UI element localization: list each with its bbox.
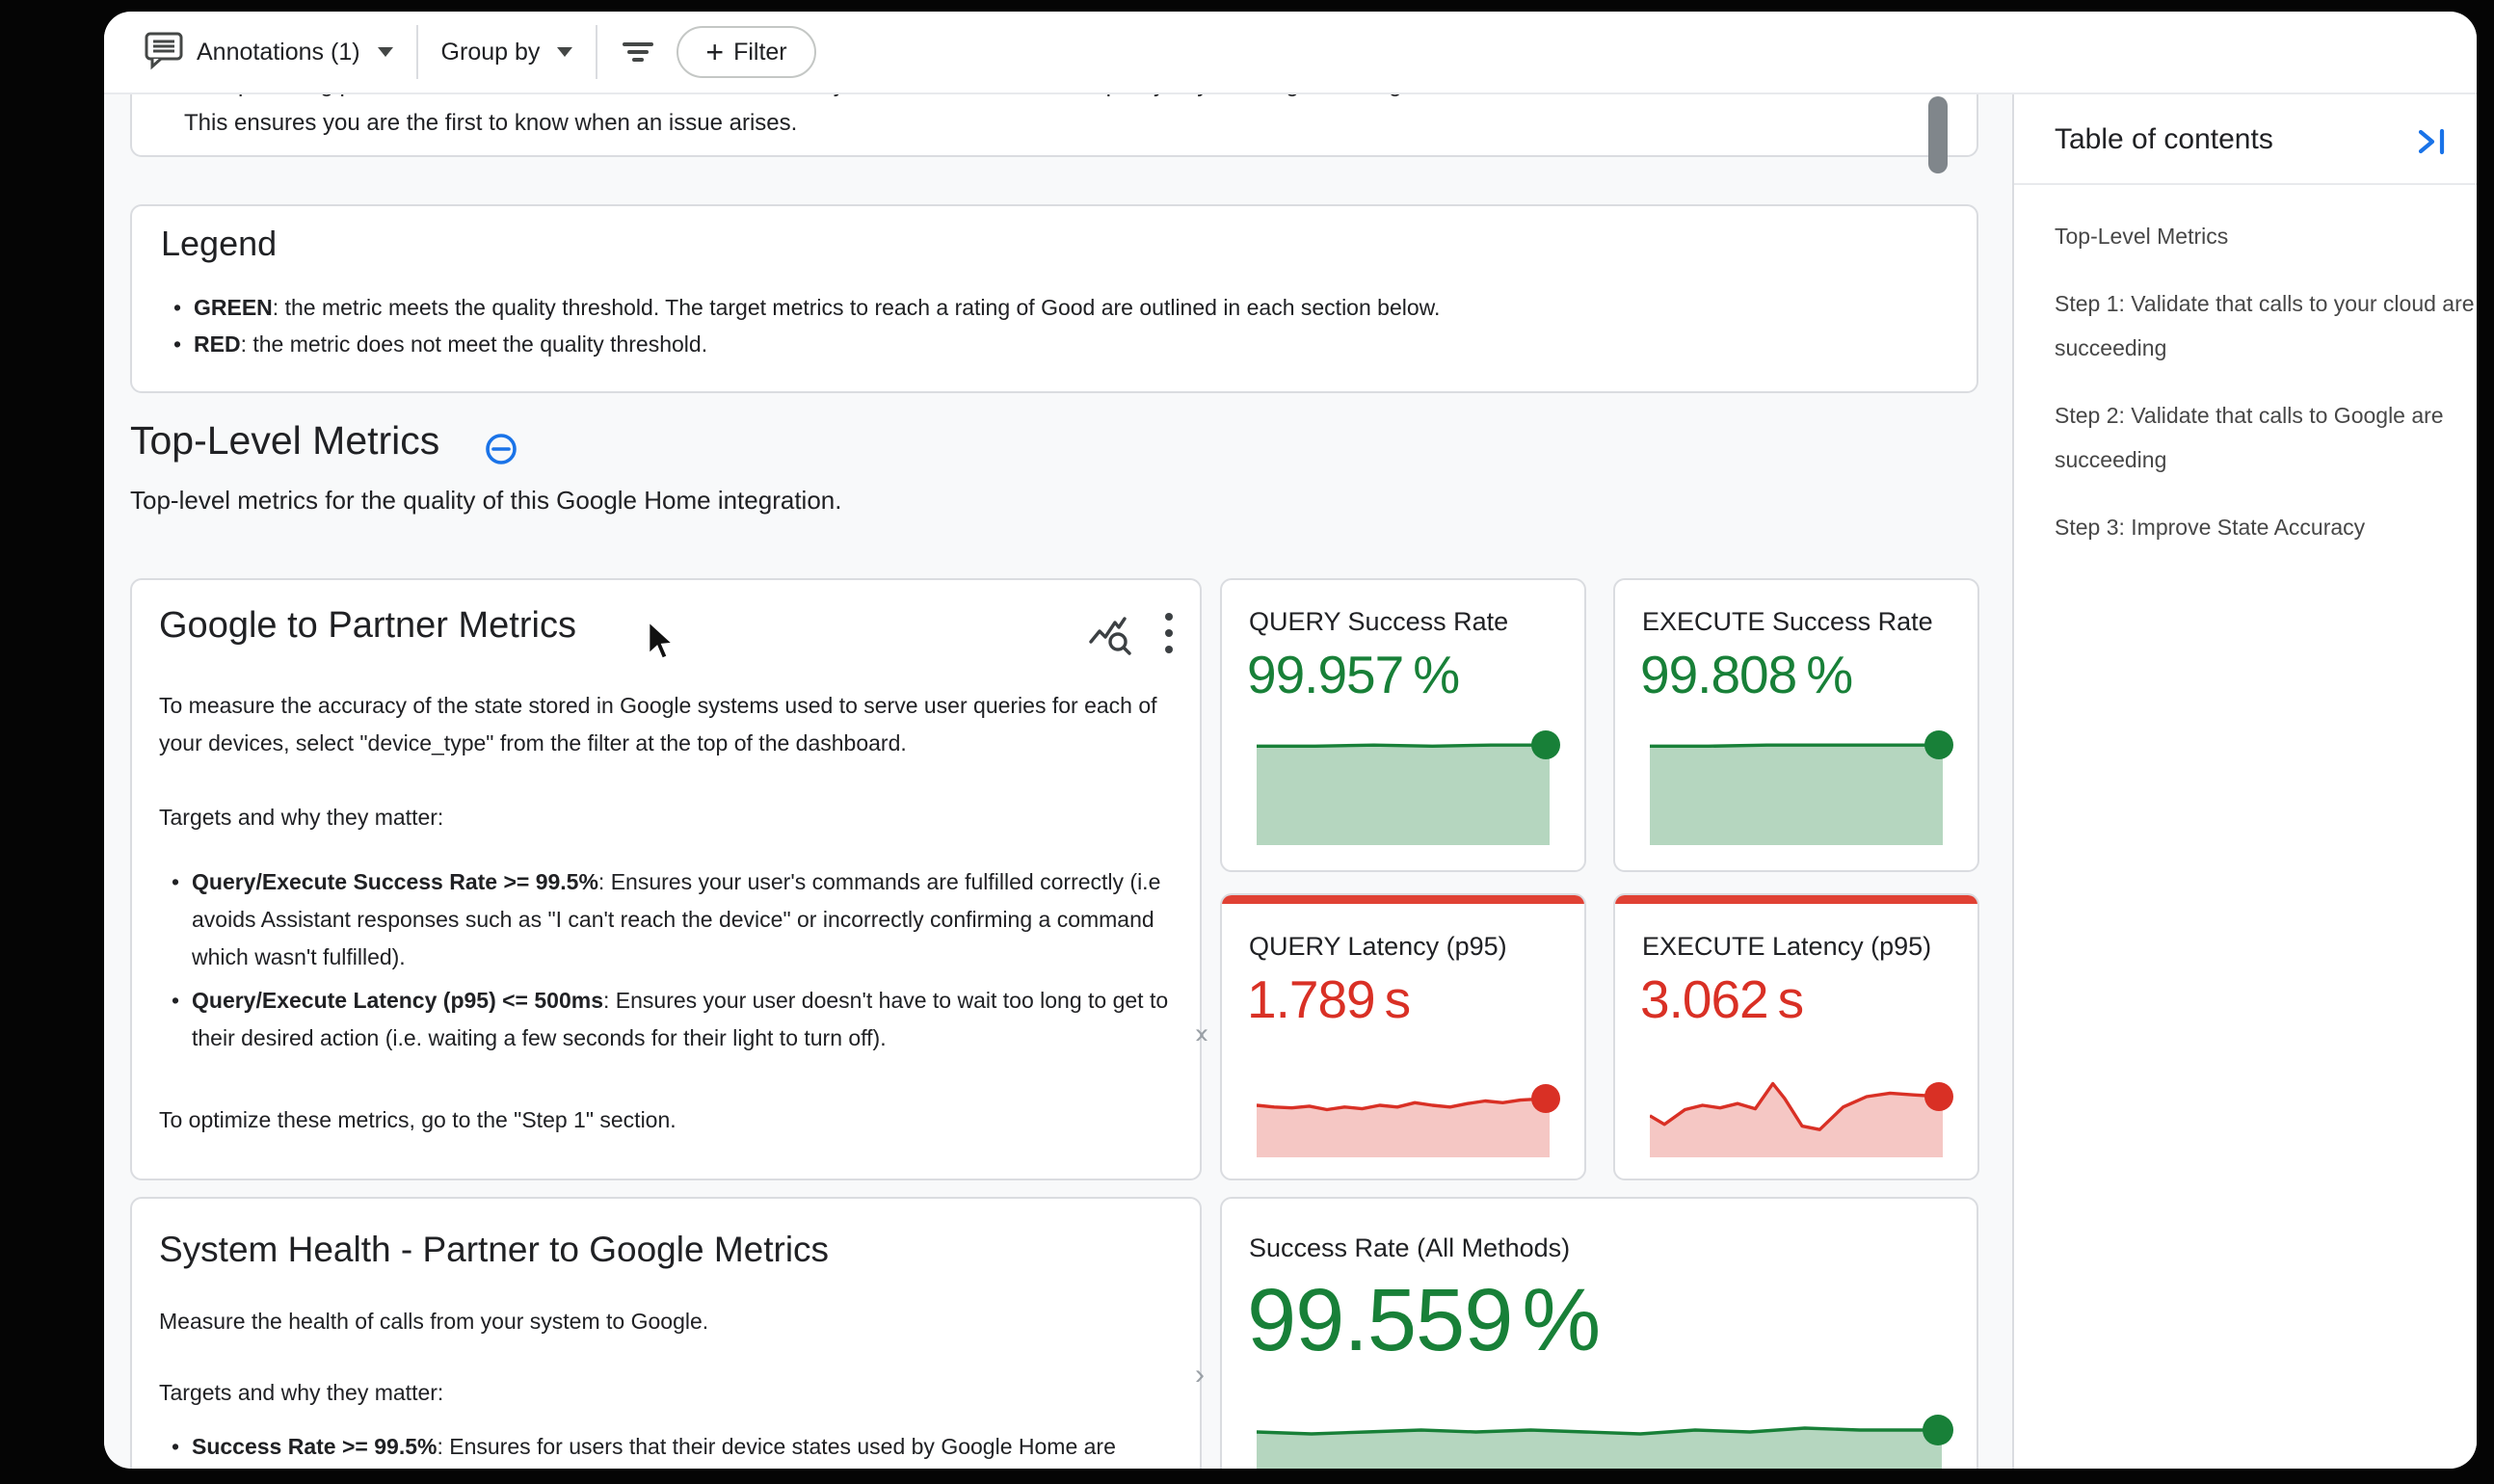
tile-value: 99.808% — [1640, 645, 1853, 704]
bullet-icon: • — [171, 869, 180, 894]
sparkline-chart — [1257, 1409, 1953, 1469]
legend-green-item: • GREEN: the metric meets the quality th… — [161, 289, 1948, 326]
bullet-icon: • — [172, 331, 182, 357]
legend-title: Legend — [161, 224, 278, 263]
tile-success-rate-all-methods[interactable]: Success Rate (All Methods) 99.559% — [1220, 1197, 1978, 1469]
mouse-cursor — [644, 618, 682, 670]
annotations-label: Annotations (1) — [197, 38, 360, 66]
bullet-icon: • — [171, 1434, 180, 1459]
bullet-icon: • — [171, 988, 180, 1013]
group-by-label: Group by — [440, 38, 541, 66]
filter-list-icon[interactable] — [621, 33, 655, 72]
app-window: Annotations (1) Group by + Filter Set up… — [104, 12, 2477, 1469]
google-to-partner-intro: To measure the accuracy of the state sto… — [159, 693, 1157, 755]
collapse-panel-icon[interactable] — [2415, 125, 2452, 163]
divider — [2014, 183, 2477, 185]
section-subtitle: Top-level metrics for the quality of thi… — [130, 486, 842, 515]
add-filter-button[interactable]: + Filter — [677, 26, 816, 78]
sparkline-chart — [1257, 730, 1560, 845]
group-by-button[interactable]: Group by — [441, 39, 573, 66]
column-resize-handle[interactable]: ›‹ — [1195, 1018, 1208, 1049]
tile-label: QUERY Latency (p95) — [1249, 932, 1507, 961]
section-title-top-level-metrics: Top-Level Metrics — [130, 418, 440, 463]
chevron-down-icon — [377, 47, 393, 57]
annotation-icon — [143, 28, 185, 77]
dashboard-scroll-area[interactable]: Set up alerting policies on the metrics … — [104, 94, 2012, 1469]
tile-value: 3.062 s — [1640, 969, 1804, 1029]
sparkline-endpoint-dot — [1531, 730, 1560, 760]
targets-label: Targets and why they matter: — [159, 1380, 444, 1405]
tile-value: 99.957% — [1247, 645, 1460, 704]
google-to-partner-card: Google to Partner Metrics To measure the… — [130, 578, 1202, 1180]
tile-label: Success Rate (All Methods) — [1249, 1233, 1571, 1262]
sparkline-chart — [1257, 1071, 1560, 1157]
tile-value: 1.789 s — [1247, 969, 1411, 1029]
filter-button-label: Filter — [733, 38, 787, 66]
card-menu-kebab-icon[interactable] — [1165, 613, 1173, 653]
plus-icon: + — [705, 35, 725, 69]
bullet-icon: • — [172, 295, 182, 320]
sparkline-chart — [1650, 1071, 1953, 1157]
legend-red-item: • RED: the metric does not meet the qual… — [161, 326, 1948, 362]
sparkline-chart — [1650, 730, 1953, 845]
tile-label: EXECUTE Success Rate — [1642, 607, 1933, 636]
dashboard-toolbar: Annotations (1) Group by + Filter — [104, 12, 2477, 94]
tile-query-latency[interactable]: QUERY Latency (p95) 1.789 s — [1220, 893, 1586, 1180]
system-health-title: System Health - Partner to Google Metric… — [159, 1230, 830, 1269]
tile-label: QUERY Success Rate — [1249, 607, 1509, 636]
tile-query-success-rate[interactable]: QUERY Success Rate 99.957% — [1220, 578, 1586, 872]
toolbar-divider — [596, 25, 598, 79]
tile-execute-latency[interactable]: EXECUTE Latency (p95) 3.062 s — [1613, 893, 1979, 1180]
chevron-down-icon — [557, 47, 573, 57]
annotations-button[interactable]: Annotations (1) — [143, 28, 393, 77]
toc-item-step-2[interactable]: Step 2: Validate that calls to Google ar… — [2055, 403, 2444, 472]
toc-item-top-level-metrics[interactable]: Top-Level Metrics — [2055, 224, 2229, 249]
target-bullet-success-rate: • Query/Execute Success Rate >= 99.5%: E… — [159, 863, 1169, 976]
google-to-partner-footer: To optimize these metrics, go to the "St… — [159, 1107, 677, 1132]
tile-label: EXECUTE Latency (p95) — [1642, 932, 1932, 961]
google-to-partner-title: Google to Partner Metrics — [159, 605, 576, 646]
targets-label: Targets and why they matter: — [159, 805, 444, 830]
section-link-icon[interactable] — [482, 430, 520, 473]
vertical-scrollbar-thumb[interactable] — [1928, 96, 1948, 173]
tile-execute-success-rate[interactable]: EXECUTE Success Rate 99.808% — [1613, 578, 1979, 872]
alert-card-text: This ensures you are the first to know w… — [184, 110, 798, 136]
toc-item-step-3[interactable]: Step 3: Improve State Accuracy — [2055, 515, 2366, 540]
sparkline-endpoint-dot — [1531, 1083, 1560, 1113]
view-in-metrics-explorer-icon[interactable] — [1088, 615, 1132, 662]
system-health-card: System Health - Partner to Google Metric… — [130, 1197, 1202, 1469]
toc-item-step-1[interactable]: Step 1: Validate that calls to your clou… — [2055, 291, 2475, 360]
legend-card: Legend • GREEN: the metric meets the qua… — [130, 204, 1978, 393]
alerting-info-card: Set up alerting policies on the metrics … — [130, 94, 1978, 157]
sparkline-endpoint-dot — [1924, 730, 1953, 760]
sparkline-endpoint-dot — [1923, 1415, 1953, 1445]
column-resize-handle[interactable]: › — [1195, 1359, 1205, 1391]
system-health-intro: Measure the health of calls from your sy… — [159, 1309, 709, 1334]
toolbar-divider — [415, 25, 418, 79]
toc-title: Table of contents — [2055, 123, 2273, 155]
target-bullet-latency: • Query/Execute Latency (p95) <= 500ms: … — [159, 982, 1169, 1057]
sparkline-endpoint-dot — [1924, 1082, 1953, 1111]
alert-card-clipped-line: Set up alerting policies on the metrics … — [184, 94, 1466, 99]
table-of-contents-panel: Table of contents Top-Level Metrics Step… — [2012, 94, 2477, 1469]
clipped-text-line: current, that devices can be added or re… — [192, 1465, 1223, 1469]
target-bullet-success-rate: • Success Rate >= 99.5%: Ensures for use… — [159, 1429, 1177, 1469]
tile-value: 99.559% — [1247, 1271, 1601, 1369]
